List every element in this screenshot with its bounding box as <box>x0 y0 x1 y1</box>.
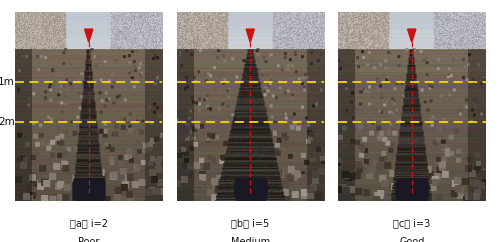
Text: Poor: Poor <box>78 237 100 242</box>
Text: （b） i=5: （b） i=5 <box>231 218 270 228</box>
Text: 2m: 2m <box>0 117 14 127</box>
Polygon shape <box>84 29 93 42</box>
Polygon shape <box>408 29 416 42</box>
Polygon shape <box>246 29 254 42</box>
Text: Medium: Medium <box>230 237 270 242</box>
Text: 1m: 1m <box>0 77 14 87</box>
Text: （a） i=2: （a） i=2 <box>70 218 108 228</box>
Text: Good: Good <box>399 237 424 242</box>
Text: （c） i=3: （c） i=3 <box>393 218 430 228</box>
